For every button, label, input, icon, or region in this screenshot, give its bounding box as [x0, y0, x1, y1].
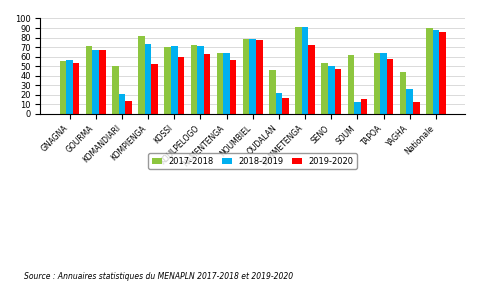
Bar — [66, 60, 73, 114]
Bar — [432, 30, 439, 114]
Bar — [439, 32, 446, 114]
Bar — [387, 59, 394, 114]
Bar — [328, 66, 335, 114]
Bar — [178, 57, 184, 114]
Bar — [269, 70, 276, 114]
Text: Source : Annuaires statistiques du MENAPLN 2017-2018 et 2019-2020: Source : Annuaires statistiques du MENAP… — [24, 272, 293, 281]
Bar — [426, 28, 432, 114]
Bar — [112, 66, 119, 114]
Bar — [302, 27, 308, 114]
Bar — [86, 46, 93, 114]
Bar — [73, 63, 79, 114]
Bar — [380, 53, 387, 114]
Bar — [322, 63, 328, 114]
Bar — [354, 102, 360, 114]
Bar — [400, 72, 407, 114]
Bar — [138, 36, 145, 114]
Bar — [217, 53, 223, 114]
Bar — [348, 55, 354, 114]
Bar — [165, 47, 171, 114]
Bar — [60, 61, 66, 114]
Bar — [282, 98, 288, 114]
Bar — [230, 60, 236, 114]
Bar — [145, 44, 151, 114]
Bar — [125, 101, 132, 114]
Bar — [243, 39, 250, 114]
Bar — [151, 64, 158, 114]
Bar — [197, 46, 204, 114]
Bar — [204, 54, 210, 114]
Bar — [360, 99, 367, 114]
Bar — [250, 39, 256, 114]
Bar — [223, 53, 230, 114]
Legend: 2017-2018, 2018-2019, 2019-2020: 2017-2018, 2018-2019, 2019-2020 — [148, 153, 357, 169]
Bar — [93, 50, 99, 114]
Bar — [99, 50, 106, 114]
Bar — [191, 45, 197, 114]
Bar — [374, 53, 380, 114]
Bar — [171, 46, 178, 114]
Bar — [119, 94, 125, 114]
Bar — [335, 69, 341, 114]
Bar — [413, 102, 420, 114]
Bar — [276, 93, 282, 114]
Bar — [308, 45, 315, 114]
Bar — [256, 39, 263, 114]
Bar — [295, 27, 302, 114]
Bar — [407, 89, 413, 114]
